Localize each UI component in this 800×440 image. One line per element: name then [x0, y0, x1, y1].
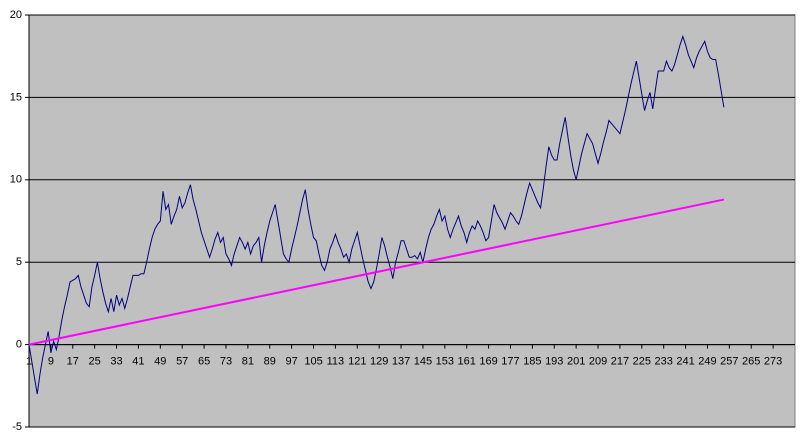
- data-line: [28, 34, 725, 395]
- x-tick-label: 137: [392, 356, 410, 368]
- x-tick-label: 249: [698, 356, 716, 368]
- x-tick-label: 129: [370, 356, 388, 368]
- x-tick-label: 1: [26, 356, 32, 368]
- x-tick-label: 73: [220, 356, 232, 368]
- data-line: [28, 198, 725, 346]
- x-tick-label: 25: [89, 356, 101, 368]
- x-tick-label: 57: [176, 356, 188, 368]
- y-tick-label: 20: [10, 9, 22, 21]
- x-tick-label: 153: [436, 356, 454, 368]
- plot-area: [28, 14, 796, 428]
- y-tick-label: 0: [16, 339, 22, 351]
- x-tick-label: 193: [545, 356, 563, 368]
- x-tick-label: 41: [132, 356, 144, 368]
- x-tick-label: 17: [67, 356, 79, 368]
- x-tick-label: 33: [110, 356, 122, 368]
- x-tick-label: 233: [655, 356, 673, 368]
- x-tick-label: 121: [348, 356, 366, 368]
- x-tick-label: 49: [154, 356, 166, 368]
- x-tick-label: 257: [720, 356, 738, 368]
- x-tick-label: 105: [304, 356, 322, 368]
- y-tick-label: 5: [16, 256, 22, 268]
- x-tick-label: 265: [742, 356, 760, 368]
- x-tick-label: 209: [589, 356, 607, 368]
- x-tick-label: 217: [611, 356, 629, 368]
- x-tick-label: 89: [264, 356, 276, 368]
- x-tick-label: 273: [764, 356, 782, 368]
- x-tick-label: 81: [242, 356, 254, 368]
- x-tick-label: 9: [48, 356, 54, 368]
- y-tick-label: 15: [10, 91, 22, 103]
- x-tick-label: 177: [501, 356, 519, 368]
- x-tick-label: 65: [198, 356, 210, 368]
- x-tick-label: 185: [523, 356, 541, 368]
- x-tick-label: 225: [633, 356, 651, 368]
- x-tick-label: 145: [414, 356, 432, 368]
- y-tick-label: -5: [12, 421, 22, 433]
- y-tick-label: 10: [10, 174, 22, 186]
- x-tick-label: 97: [286, 356, 298, 368]
- x-tick-label: 241: [676, 356, 694, 368]
- x-tick-label: 169: [479, 356, 497, 368]
- x-tick-label: 113: [327, 356, 345, 368]
- x-tick-label: 201: [567, 356, 585, 368]
- x-tick-label: 161: [458, 356, 476, 368]
